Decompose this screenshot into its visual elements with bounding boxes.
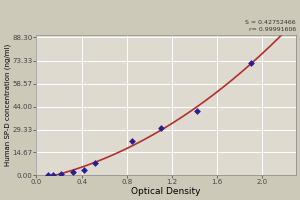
Point: [158, 127, 163, 130]
Point: [248, 61, 253, 65]
Y-axis label: Human SP-D concentration (ng/ml): Human SP-D concentration (ng/ml): [4, 44, 11, 166]
Point: [59, 172, 64, 176]
Point: [130, 139, 135, 143]
X-axis label: Optical Density: Optical Density: [131, 187, 201, 196]
Point: [45, 174, 50, 177]
Point: [51, 173, 56, 176]
Point: [81, 168, 86, 171]
Point: [93, 161, 98, 164]
Point: [70, 171, 75, 174]
Text: S = 0.42752466
r= 0.99991606: S = 0.42752466 r= 0.99991606: [245, 20, 296, 32]
Point: [194, 110, 199, 113]
